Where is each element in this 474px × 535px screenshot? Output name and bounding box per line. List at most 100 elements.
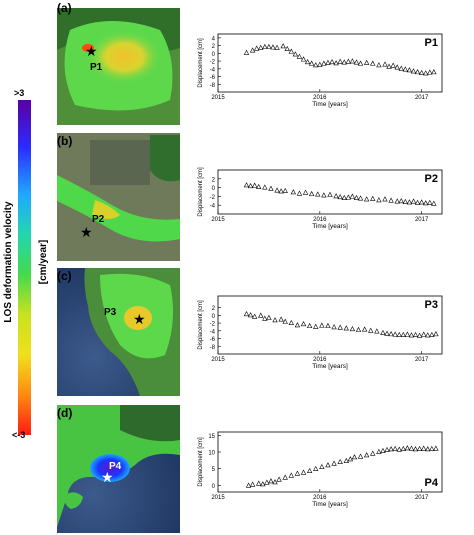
- data-point: [247, 312, 254, 318]
- data-point: [380, 447, 386, 453]
- y-tick-label: -6: [210, 337, 216, 343]
- data-point: [368, 327, 374, 333]
- data-point: [262, 315, 268, 321]
- data-point: [268, 478, 274, 484]
- data-point: [420, 331, 427, 337]
- colorbar-unit: [cm/year]: [38, 240, 49, 284]
- data-point: [325, 462, 331, 468]
- map-a-point-label: P1: [90, 62, 103, 73]
- chart-4: 15 10 5 0 2015 2016 2017 Time [years] Displaceme…: [198, 431, 443, 508]
- data-point: [321, 192, 327, 198]
- data-point: [343, 325, 349, 331]
- data-point: [288, 472, 295, 478]
- data-point: [262, 43, 268, 50]
- x-tick-label: 2017: [415, 95, 429, 101]
- data-point: [268, 185, 274, 191]
- map-c-star-icon: ★: [133, 311, 146, 327]
- y-tick-label: 15: [208, 434, 215, 440]
- map-c-point-label: P3: [104, 307, 117, 318]
- data-point: [392, 445, 398, 451]
- x-tick-label: 2016: [313, 357, 327, 363]
- data-point: [382, 61, 388, 67]
- y-tick-label: 0: [212, 52, 216, 58]
- chart-frame: [217, 295, 443, 355]
- colorbar-max-label: >3: [14, 88, 24, 98]
- data-point: [423, 70, 429, 76]
- y-tick-label: -8: [210, 83, 216, 89]
- data-point: [363, 59, 370, 65]
- data-point: [429, 445, 435, 451]
- data-point: [296, 190, 303, 196]
- data-point: [306, 322, 313, 329]
- chart-3: 2 0 -2-4 -6 -8 2015 2016 2017 Time [years] Displa…: [198, 295, 443, 370]
- data-point: [349, 326, 356, 332]
- data-point: [266, 314, 272, 320]
- chart-point-tag: P3: [425, 299, 438, 311]
- data-point: [376, 197, 382, 203]
- data-point: [325, 322, 331, 329]
- data-point: [408, 445, 415, 451]
- data-point: [390, 62, 396, 68]
- data-point: [374, 328, 380, 334]
- x-axis-title: Time [years]: [312, 363, 348, 370]
- data-point: [402, 66, 409, 72]
- map-c-deformation-zone: [124, 306, 152, 330]
- data-point: [404, 331, 411, 337]
- x-tick-label: 2015: [211, 217, 225, 223]
- data-point: [384, 446, 390, 452]
- map-a-deformation-zone: [78, 30, 162, 90]
- data-point: [270, 44, 276, 50]
- data-point: [245, 482, 252, 488]
- x-tick-label: 2016: [313, 217, 327, 223]
- data-point: [327, 191, 333, 197]
- data-point: [251, 182, 258, 188]
- y-tick-label: -2: [210, 60, 216, 66]
- data-point: [319, 463, 325, 469]
- data-point: [357, 453, 364, 459]
- y-tick-label: 0: [212, 484, 216, 490]
- data-point: [433, 331, 439, 337]
- x-tick-label: 2017: [415, 357, 429, 363]
- data-point: [345, 58, 352, 64]
- data-point: [333, 60, 339, 66]
- data-point: [416, 332, 423, 338]
- data-point: [414, 69, 421, 75]
- chart-frame: [217, 431, 443, 493]
- data-point: [410, 68, 417, 74]
- data-point: [414, 199, 421, 205]
- data-point: [388, 197, 394, 203]
- data-point: [258, 312, 264, 318]
- x-tick-label: 2016: [313, 495, 327, 501]
- colorbar-gradient: [18, 100, 31, 435]
- data-point: [406, 67, 413, 73]
- y-tick-label: 0: [212, 186, 216, 192]
- x-axis-title: Time [years]: [312, 101, 348, 108]
- data-point: [370, 195, 376, 201]
- data-point: [386, 63, 392, 69]
- data-point: [337, 458, 343, 464]
- map-a-star-icon: ★: [85, 43, 98, 59]
- data-point: [256, 480, 262, 486]
- data-point: [243, 310, 250, 317]
- data-point: [249, 481, 256, 487]
- data-point: [280, 43, 286, 49]
- data-point: [396, 446, 402, 452]
- data-point: [292, 51, 299, 57]
- colorbar: >3 <-3 LOS deformation velocity [cm/year…: [3, 88, 49, 440]
- y-tick-label: -6: [210, 75, 216, 81]
- data-point: [313, 465, 319, 471]
- data-point: [400, 331, 407, 337]
- data-point: [394, 64, 400, 70]
- data-point: [353, 194, 360, 200]
- y-axis-title: Displacement [cm]: [198, 167, 204, 217]
- data-point: [412, 446, 419, 452]
- y-axis-title: Displacement [cm]: [198, 38, 204, 88]
- y-tick-label: 2: [212, 177, 216, 183]
- data-point: [266, 43, 272, 50]
- y-tick-label: -4: [210, 204, 216, 210]
- data-point: [392, 331, 398, 337]
- data-point: [313, 323, 319, 329]
- data-point: [337, 58, 343, 64]
- data-point: [429, 331, 435, 337]
